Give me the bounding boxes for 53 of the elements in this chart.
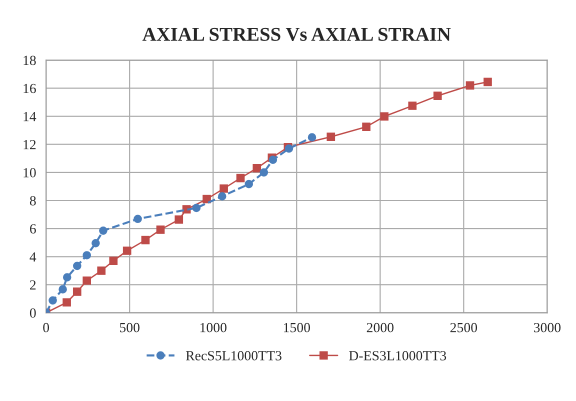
x-tick-label: 0 <box>43 322 50 332</box>
x-tick-label: 1000 <box>200 322 226 332</box>
point <box>433 92 442 100</box>
x-tick-label: 500 <box>120 322 140 332</box>
y-tick-label: 18 <box>24 56 36 66</box>
y-tick-label: 8 <box>30 196 36 206</box>
point <box>220 184 228 193</box>
point <box>82 276 92 285</box>
point <box>466 81 474 90</box>
point <box>236 174 245 182</box>
point <box>326 132 336 141</box>
y-tick-label: 6 <box>30 224 36 234</box>
point <box>174 215 184 224</box>
point <box>308 133 316 142</box>
legend-label: D-ES3L1000TT3 <box>349 351 446 360</box>
y-tick-label: 16 <box>24 84 36 94</box>
point <box>408 102 417 110</box>
point <box>134 214 142 224</box>
x-tick-label: 3000 <box>534 322 561 332</box>
point <box>58 285 67 294</box>
point <box>260 168 268 177</box>
x-tick-label: 1500 <box>284 322 310 332</box>
point <box>484 78 492 86</box>
point <box>252 164 262 172</box>
point <box>244 180 254 188</box>
point <box>97 266 106 275</box>
point <box>362 122 370 131</box>
point <box>72 288 82 296</box>
point <box>99 226 108 235</box>
x-tick-label: 2500 <box>450 322 478 332</box>
x-tick-label: 2000 <box>366 322 394 332</box>
legend-label: RecS5L1000TT3 <box>186 351 282 360</box>
point <box>141 236 150 244</box>
point <box>380 112 389 121</box>
point <box>82 251 92 260</box>
point <box>192 204 201 212</box>
point <box>92 239 100 248</box>
point <box>72 262 82 270</box>
y-tick-label: 10 <box>24 168 36 178</box>
y-tick-label: 12 <box>24 140 36 150</box>
chart-title: AXIAL STRESS Vs AXIAL STRAIN <box>142 28 451 41</box>
point <box>156 226 165 234</box>
y-tick-label: 2 <box>30 280 36 290</box>
point <box>122 246 132 255</box>
point <box>218 192 226 200</box>
point <box>62 298 71 307</box>
point <box>109 256 118 266</box>
y-tick-label: 4 <box>30 252 36 262</box>
point <box>62 273 72 282</box>
point <box>48 296 57 305</box>
y-tick-label: 14 <box>24 112 36 122</box>
point <box>202 194 211 204</box>
y-tick-label: 0 <box>30 308 36 318</box>
